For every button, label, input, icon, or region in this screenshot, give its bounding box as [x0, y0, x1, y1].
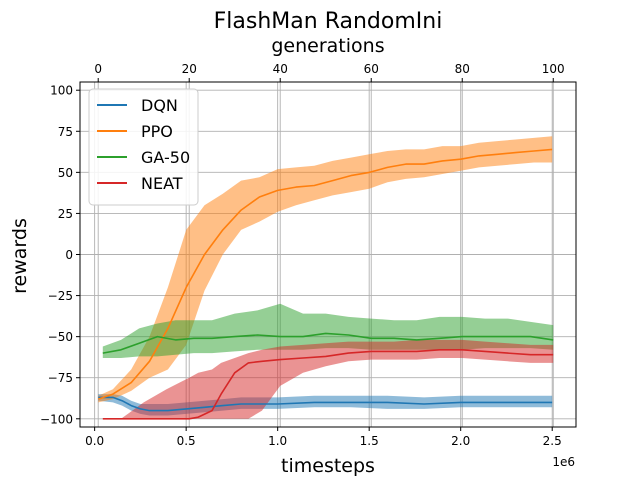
x-tick-label: 1.0	[268, 434, 287, 448]
band-neat	[102, 339, 554, 419]
y-tick-label: −100	[40, 412, 73, 426]
top-tick-label: 20	[182, 62, 197, 76]
top-tick-label: 60	[364, 62, 379, 76]
top-axis-label: generations	[271, 35, 384, 57]
plot-area	[79, 81, 577, 428]
legend-box	[88, 88, 199, 206]
top-tick-label: 0	[94, 62, 102, 76]
y-tick-label: −25	[48, 289, 73, 303]
x-tick-label: 2.5	[543, 434, 562, 448]
top-axis-ticks: 0 20 40 60 80 100	[94, 62, 565, 82]
series-line-neat	[102, 348, 554, 420]
x-tick-label: 0.0	[85, 434, 104, 448]
x-tick-label: 2.0	[451, 434, 470, 448]
x-offset-label: 1e6	[552, 455, 575, 469]
legend-label-neat: NEAT	[141, 174, 183, 193]
top-tick-label: 40	[273, 62, 288, 76]
x-tick-label: 0.5	[177, 434, 196, 448]
legend-label-ga-50: GA-50	[141, 148, 190, 167]
y-tick-label: 75	[58, 125, 73, 139]
top-tick-label: 80	[455, 62, 470, 76]
chart-title: FlashMan RandomIni	[214, 9, 443, 34]
series-line-ppo	[98, 148, 553, 400]
x-tick-label: 1.5	[360, 434, 379, 448]
y-tick-label: 0	[65, 248, 73, 262]
legend-label-ppo: PPO	[141, 122, 173, 141]
y-axis-label: rewards	[9, 218, 31, 294]
series-lines	[98, 148, 554, 420]
y-tick-label: −50	[48, 330, 73, 344]
top-tick-label: 100	[542, 62, 565, 76]
y-axis-ticks: −100 −75 −50 −25 0 25 50 75 100	[40, 84, 80, 426]
y-tick-label: 25	[58, 207, 73, 221]
band-ppo	[98, 136, 553, 403]
y-tick-label: 100	[50, 84, 73, 98]
series-line-dqn	[98, 396, 553, 412]
x-axis-ticks: 0.0 0.5 1.0 1.5 2.0 2.5	[85, 427, 562, 448]
legend: DQN PPO GA-50 NEAT	[88, 88, 199, 206]
y-tick-label: −75	[48, 371, 73, 385]
x-axis-label: timesteps	[281, 455, 375, 477]
series-line-ga-50	[102, 332, 554, 354]
legend-label-dqn: DQN	[141, 96, 178, 115]
y-tick-label: 50	[58, 166, 73, 180]
